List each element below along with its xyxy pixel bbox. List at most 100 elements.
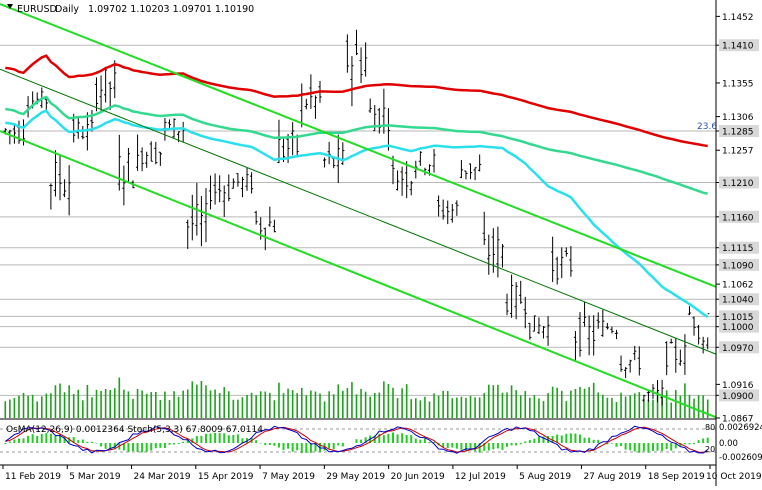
ohlc-bar [400,166,404,196]
ohlc-bar [582,301,587,327]
ohlc-bar [122,165,126,206]
ohlc-bar [496,226,500,278]
price-tick-label: 1.1257 [722,147,754,157]
ohlc-bar [309,74,313,109]
ohlc-bar [642,394,646,402]
ohlc-bar [578,312,582,357]
ohlc-bar [85,112,89,151]
stochastic-signal-line [5,426,708,453]
ohlc-bar [213,173,217,205]
ohlc-bar [505,293,509,316]
ohlc-bar [605,322,609,330]
ohlc-bar [537,317,541,335]
ohlc-bar [8,129,12,145]
ohlc-bar [564,247,568,257]
price-level-box [719,241,759,254]
time-tick-label: 29 May 2019 [326,472,385,482]
ohlc-bar [322,157,327,168]
ohlc-bar [450,204,454,223]
collapse-triangle-icon[interactable] [7,4,13,9]
stochastic-main-line [5,425,709,454]
ohlc-bar [541,326,546,339]
ohlc-bar [665,341,669,376]
ohlc-bar [104,69,108,103]
ohlc-bar [12,125,17,144]
time-tick-label: 15 Apr 2019 [198,472,254,482]
osc-axis-min: -0.0026095 [719,453,762,463]
ohlc-bar [528,322,532,340]
ohlc-bar [678,349,682,366]
chart-header-timeframe: Daily [55,4,79,15]
price-tick-label: 1.1090 [722,261,754,271]
ohlc-bar [222,185,226,217]
ohlc-bar [113,60,117,99]
ohlc-bar [637,346,641,376]
oscillator-pane [0,425,716,454]
ohlc-bar [692,316,696,336]
ohlc-bar [364,42,368,77]
ohlc-bar [405,161,409,199]
ma-slow-line [5,54,708,148]
price-tick-label: 1.0867 [722,415,754,425]
price-level-box [719,258,759,271]
ohlc-bar [58,154,62,201]
ohlc-bar [560,247,564,279]
ohlc-bar [464,170,468,180]
ohlc-bar [696,324,701,345]
time-axis[interactable]: 11 Feb 2019 5 Mar 2019 24 Mar 2019 15 Apr 2… [2,465,762,482]
price-level-box [719,341,759,354]
oscillator-label: OsMA(12,26,9) 0.0012364 Stoch(5,3,3) 67.… [6,425,263,435]
time-tick-label: 24 Mar 2019 [134,472,191,482]
ohlc-bar [49,183,53,210]
ohlc-bar [199,196,204,247]
ohlc-bar [555,256,559,285]
ohlc-bar [414,160,418,179]
time-tick-label: 20 Jun 2019 [391,472,445,482]
ohlc-bar [108,81,112,110]
price-level-box [719,210,759,223]
ohlc-bar [227,174,231,202]
ohlc-bar [674,337,678,373]
price-tick-label: 1.0970 [722,344,754,354]
ohlc-bar [67,165,71,216]
ohlc-bar [313,95,318,119]
ohlc-bar [231,178,235,189]
price-tick-label: 1.1015 [722,313,754,323]
ohlc-bar [291,122,295,156]
ohlc-bar [249,172,254,194]
ohlc-bar [624,367,628,378]
ohlc-bar [487,234,491,275]
chart-header-ohlc: 1.09702 1.10203 1.09701 1.10190 [88,4,254,15]
channel-middle-line [0,68,717,355]
osc-axis-zero: 0.00 [719,439,738,449]
ohlc-bar [441,199,445,220]
ohlc-bar [573,331,578,361]
ohlc-bar [701,336,705,354]
ohlc-bar [53,150,58,197]
price-level-box [719,39,759,52]
ohlc-bar [354,29,359,56]
osc-axis-max: 0.0026924 [719,423,762,433]
ohlc-bar [468,163,473,180]
price-level-box [719,125,759,138]
price-tick-label: 1.1062 [722,281,754,291]
price-tick-label: 1.1000 [722,323,754,333]
channel-lower-line [0,130,717,419]
ohlc-bar [628,359,632,373]
ohlc-bar [126,148,131,183]
price-level-box [719,389,759,402]
ohlc-bar [473,167,477,181]
ohlc-bar [154,141,158,165]
ohlc-bar [186,219,190,249]
price-axis[interactable]: 1.1452 1.1410 1.1355 1.1306 1.1285 1.1257 1.12… [716,13,759,425]
ohlc-bar [437,195,441,217]
indicator-lines [0,3,717,419]
ohlc-bar [158,151,162,166]
ohlc-bar [94,77,99,112]
ma-fast-line [5,109,709,318]
ohlc-bar [546,316,550,346]
ohlc-bar [646,390,651,402]
ohlc-bar [509,274,514,318]
ohlc-bar [482,211,486,245]
